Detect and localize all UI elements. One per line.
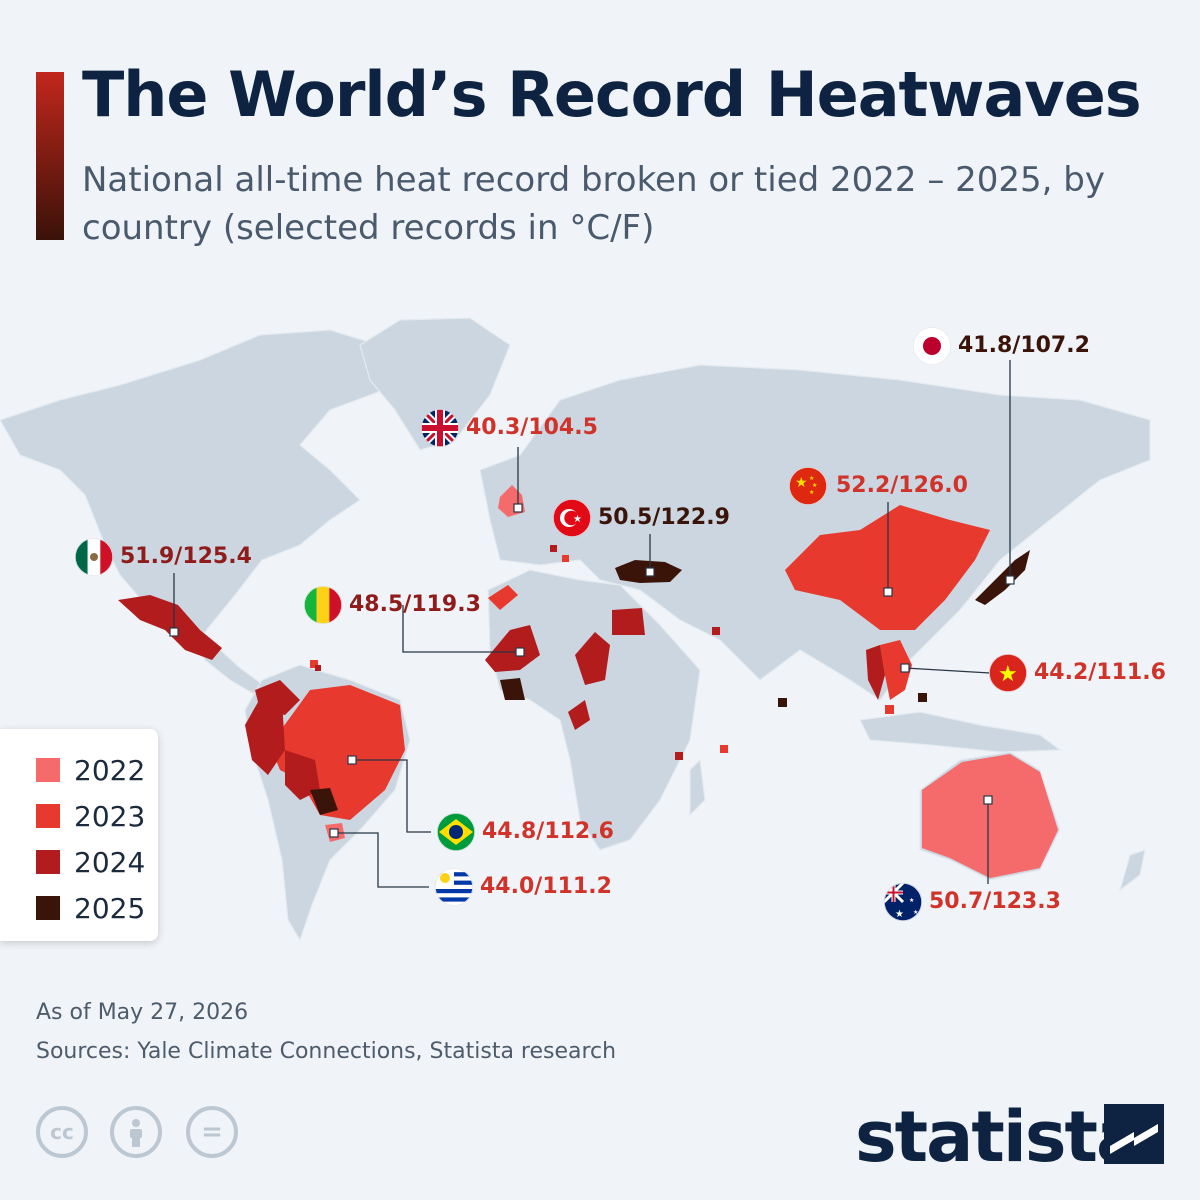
japan-flag-icon bbox=[913, 327, 951, 365]
location-marker bbox=[983, 795, 993, 805]
uk-flag-icon bbox=[421, 409, 459, 447]
country-mali bbox=[485, 625, 540, 672]
svg-text:★: ★ bbox=[909, 897, 914, 904]
location-marker bbox=[169, 627, 179, 637]
svg-text:★: ★ bbox=[573, 514, 582, 525]
location-marker bbox=[645, 567, 655, 577]
australia-flag-icon: ★ ★ ★ bbox=[884, 883, 922, 921]
record-value-japan: 41.8/107.2 bbox=[958, 333, 1090, 358]
page-title: The World’s Record Heatwaves bbox=[82, 58, 1142, 131]
record-value-mali: 48.5/119.3 bbox=[349, 592, 481, 617]
country-peru bbox=[245, 695, 285, 775]
leader-line bbox=[904, 667, 991, 674]
statista-logo-icon[interactable] bbox=[1104, 1104, 1164, 1164]
country-small-uae bbox=[712, 627, 720, 635]
leader-line bbox=[334, 832, 429, 888]
country-small-seychelles bbox=[675, 752, 683, 760]
country-gabon bbox=[568, 700, 590, 730]
location-marker bbox=[900, 663, 910, 673]
record-value-turkey: 50.5/122.9 bbox=[598, 505, 730, 530]
record-value-uruguay: 44.0/111.2 bbox=[480, 874, 612, 899]
legend-swatch-2024 bbox=[36, 850, 60, 874]
country-small-borneo bbox=[918, 693, 927, 702]
brazil-flag-icon bbox=[437, 813, 475, 851]
record-value-brazil: 44.8/112.6 bbox=[482, 819, 614, 844]
country-small-italy-b bbox=[562, 555, 569, 562]
svg-text:★: ★ bbox=[895, 909, 904, 920]
legend-label-2022: 2022 bbox=[74, 754, 146, 787]
svg-text:★: ★ bbox=[998, 662, 1018, 687]
country-paraguay bbox=[310, 788, 338, 815]
page-subtitle: National all-time heat record broken or … bbox=[82, 160, 1105, 248]
country-chad bbox=[575, 632, 610, 685]
svg-text:★: ★ bbox=[913, 909, 918, 916]
country-small-mauritius bbox=[720, 745, 728, 753]
record-value-china: 52.2/126.0 bbox=[836, 473, 968, 498]
turkey-flag-icon: ★ bbox=[553, 499, 591, 537]
mexico-flag-icon bbox=[75, 538, 113, 576]
vietnam-flag-icon: ★ bbox=[989, 654, 1027, 692]
sources-note: Sources: Yale Climate Connections, Stati… bbox=[36, 1039, 617, 1064]
callouts: ★ ★★★★★★★★ bbox=[75, 327, 1027, 921]
record-value-united-kingdom: 40.3/104.5 bbox=[466, 415, 598, 440]
country-egypt bbox=[612, 608, 645, 635]
attribution-person-glyph bbox=[130, 1119, 142, 1147]
svg-text:★: ★ bbox=[809, 489, 814, 496]
location-marker bbox=[1005, 575, 1015, 585]
country-small-maldives bbox=[778, 698, 787, 707]
no-derivatives-icon[interactable]: = bbox=[186, 1106, 238, 1158]
land-indonesia bbox=[859, 711, 1062, 753]
country-australia bbox=[922, 754, 1058, 878]
country-japan bbox=[975, 550, 1030, 605]
attribution-icon[interactable] bbox=[110, 1106, 162, 1158]
location-marker bbox=[883, 587, 893, 597]
land-madagascar bbox=[689, 758, 706, 817]
svg-text:★: ★ bbox=[809, 475, 814, 482]
as-of-note: As of May 27, 2026 bbox=[36, 1000, 249, 1025]
leader-line bbox=[352, 759, 431, 833]
country-bolivia bbox=[285, 750, 320, 800]
record-value-vietnam: 44.2/111.6 bbox=[1034, 660, 1166, 685]
legend-swatch-2023 bbox=[36, 804, 60, 828]
country-ivory-coast bbox=[500, 678, 525, 700]
legend-label-2024: 2024 bbox=[74, 846, 146, 879]
leader-line bbox=[402, 605, 520, 653]
record-value-australia: 50.7/123.3 bbox=[929, 889, 1061, 914]
svg-text:★: ★ bbox=[795, 475, 808, 491]
land-new-zealand bbox=[1118, 849, 1146, 892]
land-greenland bbox=[359, 317, 511, 451]
legend-label-2023: 2023 bbox=[74, 800, 146, 833]
country-vietnam bbox=[880, 640, 912, 700]
uruguay-flag-icon bbox=[435, 868, 473, 906]
country-small-caribbean-b bbox=[315, 665, 321, 671]
country-thailand bbox=[866, 645, 885, 700]
svg-text:★: ★ bbox=[812, 482, 817, 489]
location-marker bbox=[515, 647, 525, 657]
land-africa bbox=[487, 569, 701, 851]
land-eurasia bbox=[479, 364, 1151, 701]
china-flag-icon: ★ ★★★ bbox=[789, 467, 827, 505]
country-morocco bbox=[488, 585, 518, 610]
title-accent-bar bbox=[36, 72, 64, 240]
legend-swatch-2022 bbox=[36, 758, 60, 782]
creative-commons-icon[interactable]: cc bbox=[36, 1106, 88, 1158]
legend-label-2025: 2025 bbox=[74, 892, 146, 925]
location-marker bbox=[347, 755, 357, 765]
legend: 2022 2023 2024 2025 bbox=[0, 729, 158, 941]
mali-flag-icon bbox=[304, 586, 342, 624]
location-marker bbox=[513, 503, 523, 513]
location-marker bbox=[329, 828, 339, 838]
country-small-caribbean-a bbox=[310, 660, 318, 668]
legend-swatch-2025 bbox=[36, 896, 60, 920]
record-value-mexico: 51.9/125.4 bbox=[120, 544, 252, 569]
country-small-italy-a bbox=[550, 545, 557, 552]
statista-brand[interactable]: statista bbox=[855, 1096, 1143, 1178]
country-colombia bbox=[255, 680, 300, 715]
country-small-singapore bbox=[885, 705, 894, 714]
